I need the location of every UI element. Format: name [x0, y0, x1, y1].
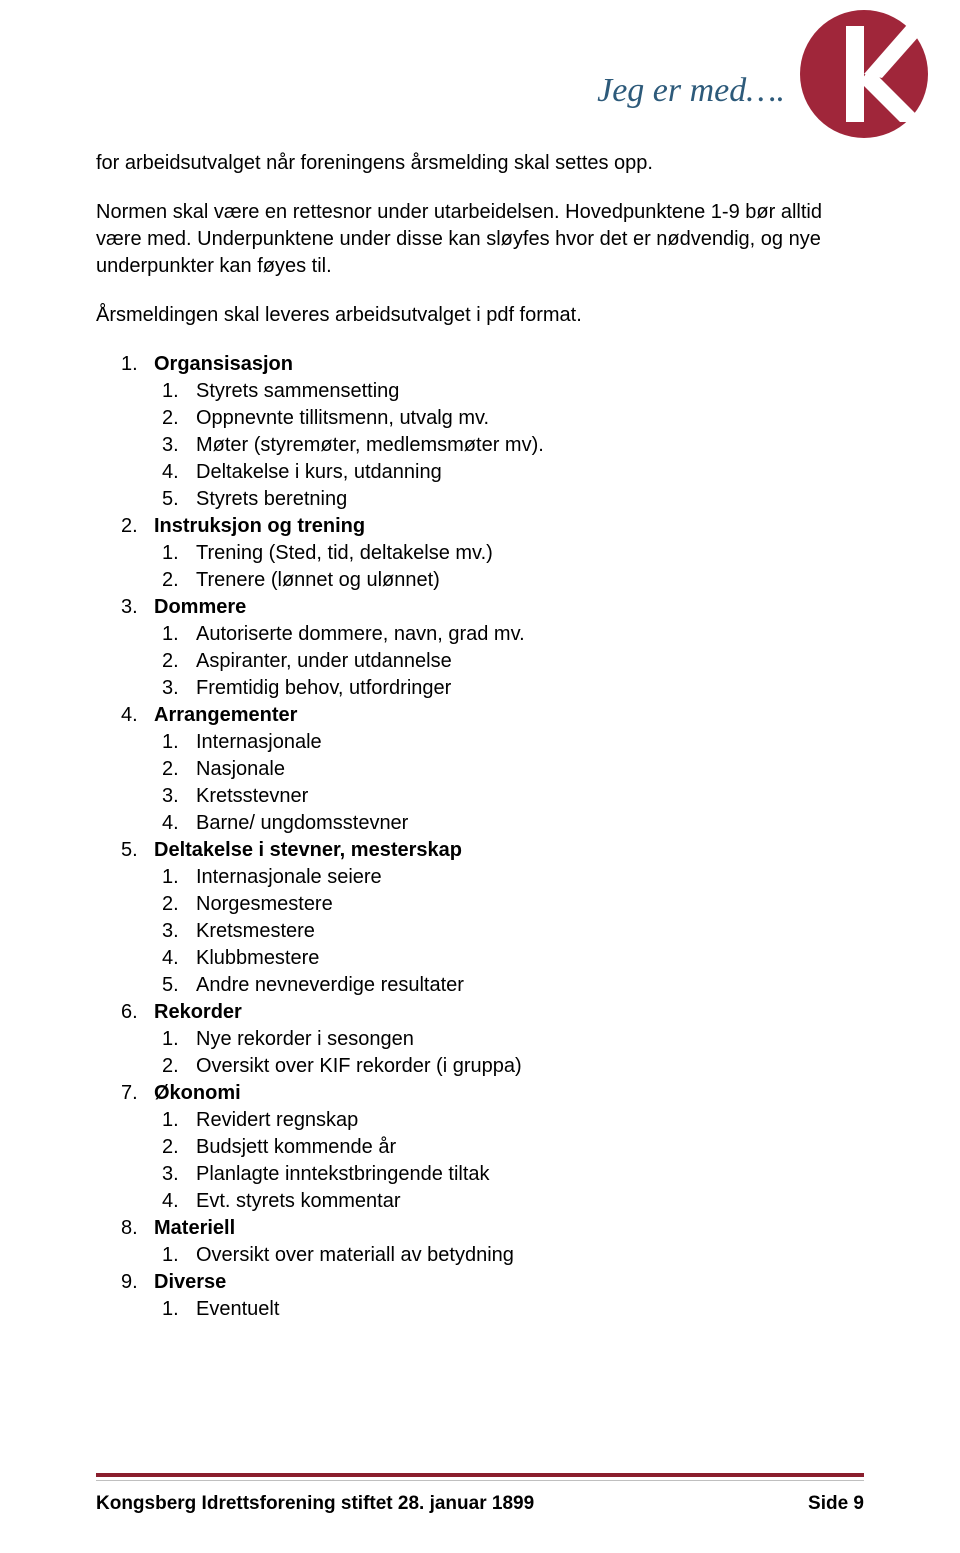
outline-subitem: Barne/ ungdomsstevner — [154, 810, 864, 837]
outline-section: Dommere Autoriserte dommere, navn, grad m… — [96, 594, 864, 702]
outline-subitem: Nasjonale — [154, 756, 864, 783]
outline-sublist: Nye rekorder i sesongenOversikt over KIF… — [154, 1026, 864, 1080]
outline-section-title: Diverse — [154, 1271, 226, 1293]
outline-subitem: Trening (Sted, tid, deltakelse mv.) — [154, 540, 864, 567]
outline-subitem: Fremtidig behov, utfordringer — [154, 675, 864, 702]
outline-subitem: Internasjonale seiere — [154, 864, 864, 891]
slogan-text: Jeg er med…. — [597, 68, 785, 114]
outline-section-title: Arrangementer — [154, 704, 297, 726]
outline-section-title: Økonomi — [154, 1082, 241, 1104]
outline-subitem: Klubbmestere — [154, 945, 864, 972]
outline-subitem: Autoriserte dommere, navn, grad mv. — [154, 621, 864, 648]
intro-paragraph-3: Årsmeldingen skal leveres arbeidsutvalge… — [96, 302, 864, 329]
outline-section-title: Dommere — [154, 596, 246, 618]
outline-section: Diverse Eventuelt — [96, 1269, 864, 1323]
outline-subitem: Revidert regnskap — [154, 1107, 864, 1134]
outline-sublist: Oversikt over materiall av betydning — [154, 1242, 864, 1269]
outline-section-title: Materiell — [154, 1217, 235, 1239]
outline-section-title: Rekorder — [154, 1001, 242, 1023]
footer-rule-thin — [96, 1480, 864, 1481]
outline-section: Rekorder Nye rekorder i sesongenOversikt … — [96, 999, 864, 1080]
outline-section: Økonomi Revidert regnskapBudsjett kommend… — [96, 1080, 864, 1215]
outline-list: Organsisasjon Styrets sammensettingOppnev… — [96, 351, 864, 1323]
outline-section-title: Organsisasjon — [154, 353, 293, 375]
outline-subitem: Styrets beretning — [154, 486, 864, 513]
outline-subitem: Planlagte inntekstbringende tiltak — [154, 1161, 864, 1188]
outline-sublist: InternasjonaleNasjonaleKretsstevnerBarne… — [154, 729, 864, 837]
outline-subitem: Norgesmestere — [154, 891, 864, 918]
outline-section: Deltakelse i stevner, mesterskap Internas… — [96, 837, 864, 999]
outline-subitem: Styrets sammensetting — [154, 378, 864, 405]
outline-subitem: Deltakelse i kurs, utdanning — [154, 459, 864, 486]
outline-subitem: Internasjonale — [154, 729, 864, 756]
outline-section: Instruksjon og trening Trening (Sted, tid… — [96, 513, 864, 594]
intro-paragraph-1: for arbeidsutvalget når foreningens årsm… — [96, 150, 864, 177]
outline-subitem: Budsjett kommende år — [154, 1134, 864, 1161]
outline-subitem: Kretsstevner — [154, 783, 864, 810]
outline-sublist: Internasjonale seiereNorgesmestereKretsm… — [154, 864, 864, 999]
outline-sublist: Trening (Sted, tid, deltakelse mv.)Trene… — [154, 540, 864, 594]
document-body: for arbeidsutvalget når foreningens årsm… — [0, 150, 960, 1323]
outline-subitem: Trenere (lønnet og ulønnet) — [154, 567, 864, 594]
outline-section-title: Instruksjon og trening — [154, 515, 365, 537]
page-header: Jeg er med…. — [0, 0, 960, 150]
outline-subitem: Kretsmestere — [154, 918, 864, 945]
page-footer: Kongsberg Idrettsforening stiftet 28. ja… — [96, 1473, 864, 1517]
outline-section: Organsisasjon Styrets sammensettingOppnev… — [96, 351, 864, 513]
logo — [798, 8, 930, 148]
outline-subitem: Møter (styremøter, medlemsmøter mv). — [154, 432, 864, 459]
outline-subitem: Eventuelt — [154, 1296, 864, 1323]
outline-subitem: Oversikt over KIF rekorder (i gruppa) — [154, 1053, 864, 1080]
outline-subitem: Andre nevneverdige resultater — [154, 972, 864, 999]
outline-sublist: Autoriserte dommere, navn, grad mv.Aspir… — [154, 621, 864, 702]
outline-subitem: Oppnevnte tillitsmenn, utvalg mv. — [154, 405, 864, 432]
outline-subitem: Evt. styrets kommentar — [154, 1188, 864, 1215]
outline-subitem: Aspiranter, under utdannelse — [154, 648, 864, 675]
intro-paragraph-2: Normen skal være en rettesnor under utar… — [96, 199, 864, 280]
outline-section-title: Deltakelse i stevner, mesterskap — [154, 839, 462, 861]
outline-sublist: Styrets sammensettingOppnevnte tillitsme… — [154, 378, 864, 513]
outline-sublist: Eventuelt — [154, 1296, 864, 1323]
footer-rule — [96, 1473, 864, 1477]
footer-left: Kongsberg Idrettsforening stiftet 28. ja… — [96, 1491, 534, 1517]
k-logo-icon — [798, 8, 930, 140]
footer-right: Side 9 — [808, 1491, 864, 1517]
outline-subitem: Oversikt over materiall av betydning — [154, 1242, 864, 1269]
outline-section: Materiell Oversikt over materiall av bety… — [96, 1215, 864, 1269]
outline-section: Arrangementer InternasjonaleNasjonaleKret… — [96, 702, 864, 837]
outline-sublist: Revidert regnskapBudsjett kommende årPla… — [154, 1107, 864, 1215]
outline-subitem: Nye rekorder i sesongen — [154, 1026, 864, 1053]
